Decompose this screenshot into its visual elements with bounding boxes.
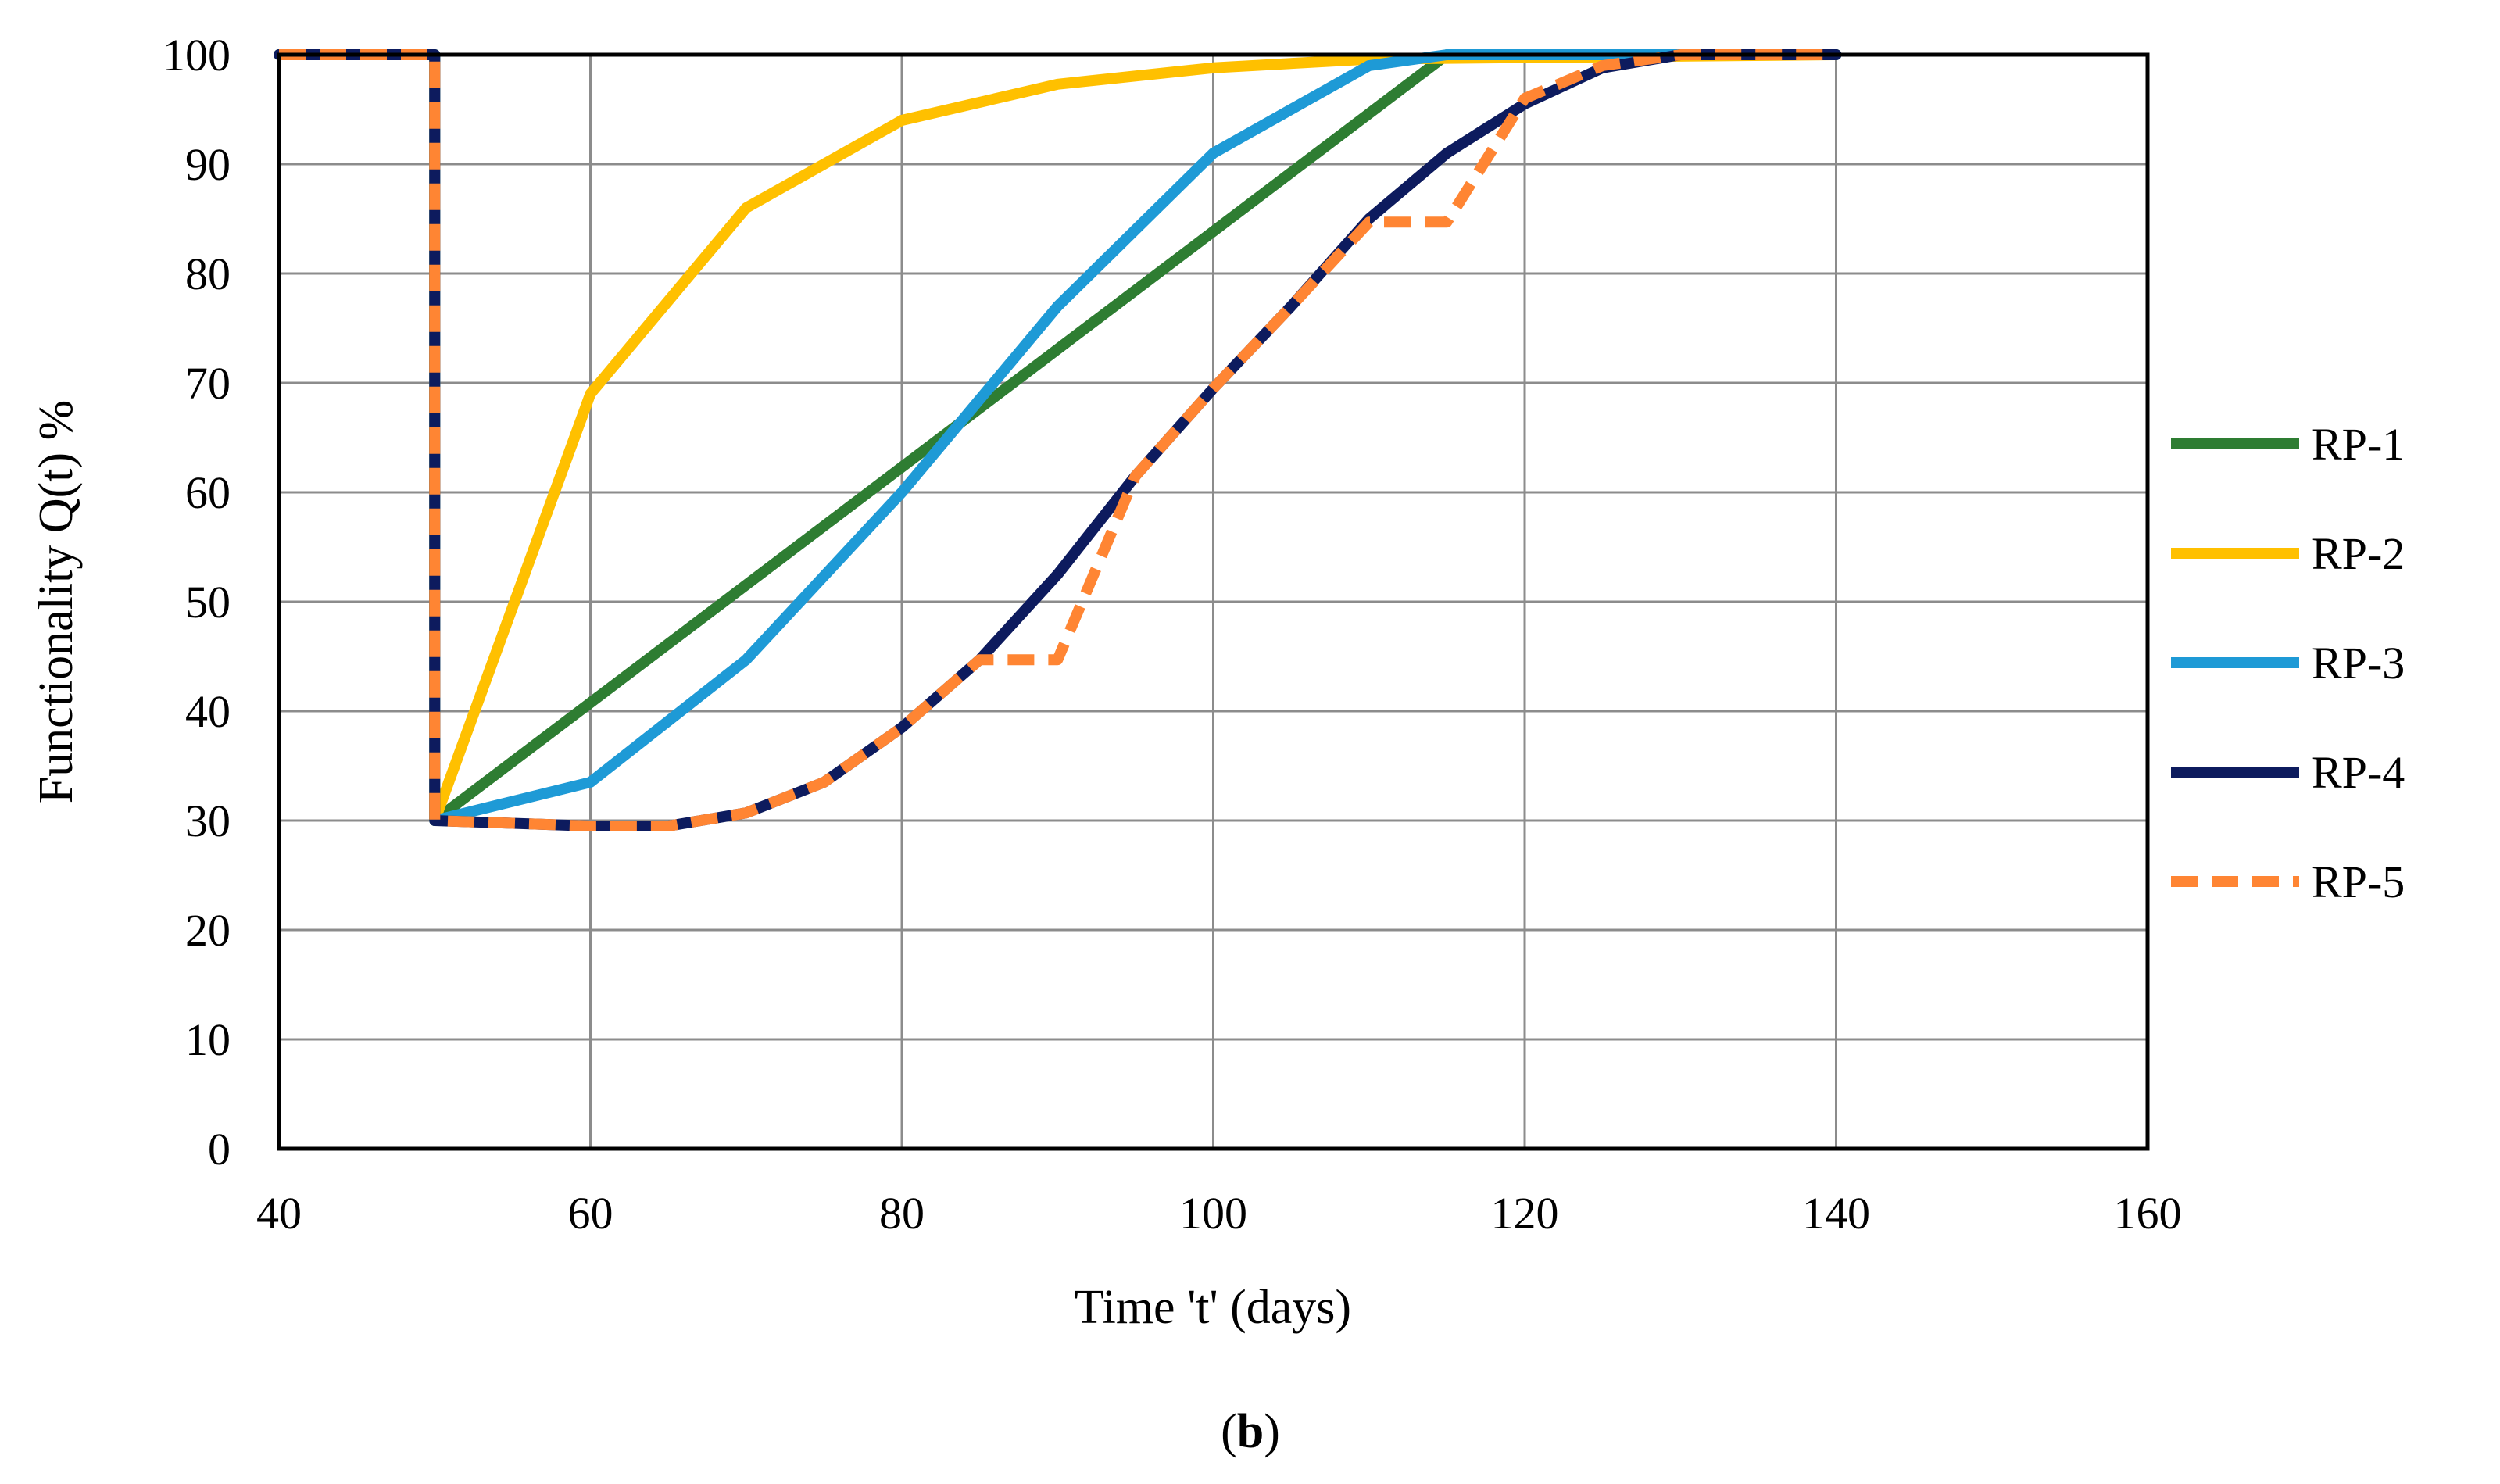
caption-close-paren: ) (1264, 1405, 1280, 1458)
gridlines (279, 55, 2148, 1149)
x-tick-label: 80 (879, 1188, 925, 1239)
axis-tick-labels: 40 60 80 100 120 140 160 0 10 20 30 40 50 60 70 80 90 100 (163, 30, 2182, 1239)
y-tick-label: 90 (185, 139, 231, 190)
y-tick-label: 80 (185, 249, 231, 299)
x-tick-label: 160 (2114, 1188, 2182, 1239)
legend-label-rp-5: RP-5 (2312, 856, 2405, 907)
y-tick-label: 50 (185, 577, 231, 628)
legend-label-rp-3: RP-3 (2312, 638, 2405, 688)
y-axis-title: Functionality Q(t) % (30, 400, 83, 804)
x-tick-label: 40 (256, 1188, 302, 1239)
legend-label-rp-2: RP-2 (2312, 528, 2405, 579)
legend: RP-1 RP-2 RP-3 RP-4 RP-5 (2171, 419, 2405, 907)
x-axis-title: Time 't' (days) (1075, 1281, 1351, 1334)
x-tick-label: 60 (568, 1188, 613, 1239)
y-tick-label: 70 (185, 358, 231, 409)
y-tick-label: 20 (185, 905, 231, 956)
y-tick-label: 30 (185, 796, 231, 846)
plot-area-border (277, 52, 2150, 1151)
series-line-rp-5 (279, 49, 1837, 831)
x-tick-label: 120 (1491, 1188, 1559, 1239)
x-tick-label: 100 (1179, 1188, 1247, 1239)
y-tick-label: 60 (185, 467, 231, 518)
legend-label-rp-4: RP-4 (2312, 747, 2405, 798)
caption-open-paren: ( (1221, 1405, 1237, 1458)
caption-letter: b (1237, 1405, 1264, 1458)
y-tick-label: 10 (185, 1014, 231, 1065)
y-tick-label: 0 (208, 1124, 231, 1175)
legend-label-rp-1: RP-1 (2312, 419, 2405, 470)
x-tick-label: 140 (1802, 1188, 1870, 1239)
y-tick-label: 100 (163, 30, 231, 80)
figure-caption: (b) (1221, 1405, 1280, 1458)
y-tick-label: 40 (185, 686, 231, 737)
